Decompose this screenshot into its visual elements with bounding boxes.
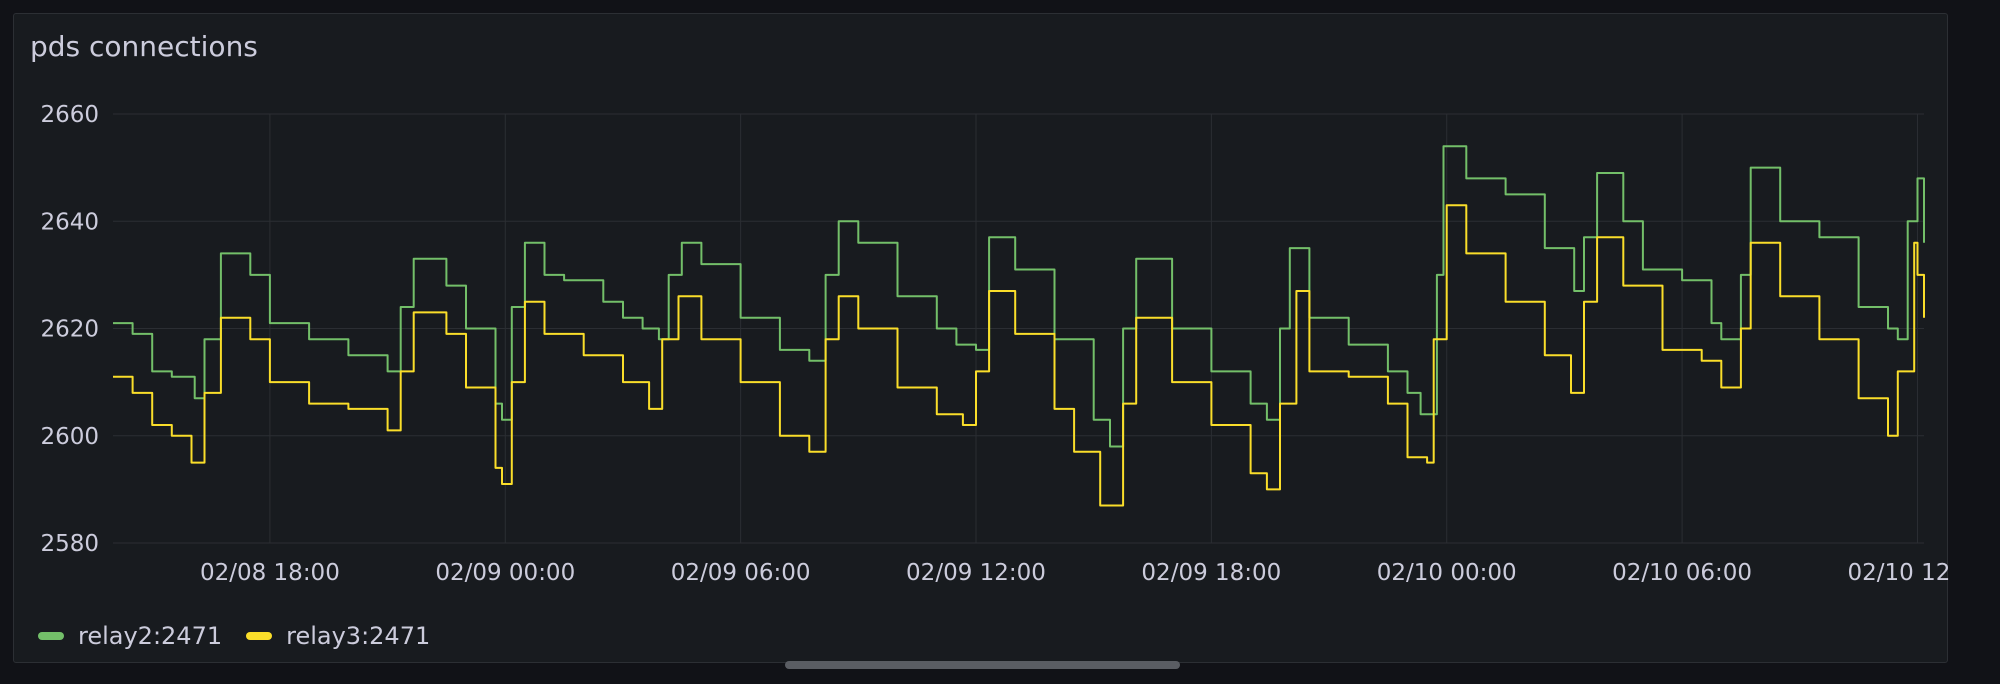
x-tick-label: 02/10 06:00 bbox=[1612, 560, 1752, 586]
y-tick-label: 2580 bbox=[40, 531, 99, 557]
legend-item-relay2[interactable]: relay2:2471 bbox=[38, 622, 222, 650]
y-tick-label: 2640 bbox=[40, 209, 99, 235]
x-tick-label: 02/09 06:00 bbox=[671, 560, 811, 586]
y-tick-label: 2620 bbox=[40, 317, 99, 343]
series-line-relay3 bbox=[113, 204, 1925, 507]
x-tick-label: 02/10 12:00 bbox=[1848, 560, 1949, 586]
chart-panel: pds connections 2580 2600 2620 2640 2660 02/0… bbox=[13, 13, 1949, 664]
x-tick-label: 02/08 18:00 bbox=[200, 560, 340, 586]
horizontal-scrollbar[interactable] bbox=[785, 661, 1180, 669]
legend-swatch-relay2 bbox=[38, 632, 64, 640]
legend-swatch-relay3 bbox=[246, 632, 273, 640]
x-tick-label: 02/10 00:00 bbox=[1377, 560, 1517, 586]
x-tick-label: 02/09 00:00 bbox=[435, 560, 575, 586]
legend-label-relay2: relay2:2471 bbox=[78, 622, 223, 650]
y-tick-label: 2660 bbox=[40, 102, 99, 128]
y-tick-label: 2600 bbox=[40, 424, 99, 450]
x-tick-label: 02/09 12:00 bbox=[906, 560, 1046, 586]
time-series-chart[interactable]: 2580 2600 2620 2640 2660 02/08 18:00 02/09 00:… bbox=[14, 14, 1949, 664]
legend-label-relay3: relay3:2471 bbox=[286, 622, 431, 650]
series-line-relay2 bbox=[113, 145, 1925, 448]
legend-item-relay3[interactable]: relay3:2471 bbox=[246, 622, 430, 650]
legend: relay2:2471 relay3:2471 bbox=[38, 622, 430, 650]
x-tick-label: 02/09 18:00 bbox=[1141, 560, 1281, 586]
panel-title: pds connections bbox=[30, 30, 258, 63]
